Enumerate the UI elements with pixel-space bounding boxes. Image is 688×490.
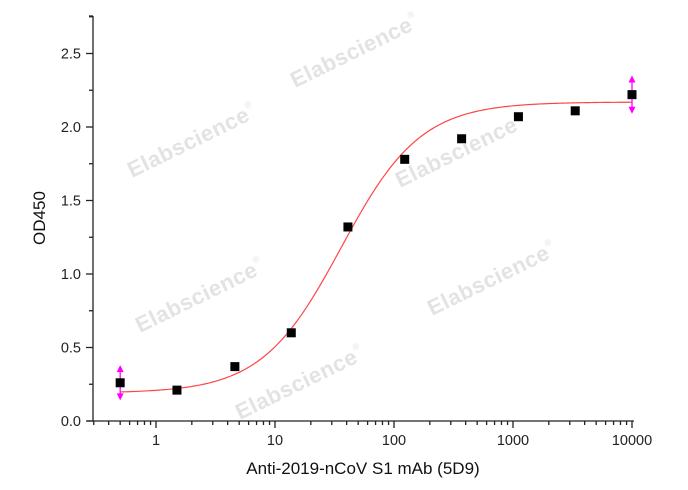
watermark-text: Elabscience bbox=[131, 257, 261, 338]
error-bar-up-arrow-icon bbox=[116, 365, 124, 373]
y-tick-label: 2.0 bbox=[61, 120, 81, 136]
data-point-square bbox=[230, 362, 240, 372]
x-tick-label: 1 bbox=[152, 433, 160, 449]
data-point-square bbox=[570, 106, 580, 116]
data-point-square bbox=[513, 112, 523, 122]
x-tick-label: 10 bbox=[267, 433, 283, 449]
x-tick-label: 100 bbox=[382, 433, 406, 449]
watermark: Elabscience® bbox=[123, 99, 254, 183]
watermark: Elabscience® bbox=[131, 254, 262, 338]
watermark: Elabscience® bbox=[423, 237, 554, 321]
fit-curve bbox=[120, 101, 633, 393]
y-tick-label: 1.0 bbox=[61, 267, 81, 283]
y-tick-label: 0.0 bbox=[61, 414, 81, 430]
data-point-square bbox=[286, 328, 296, 338]
data-points bbox=[115, 90, 637, 395]
x-tick-label: 1000 bbox=[497, 433, 529, 449]
registered-mark: ® bbox=[243, 99, 254, 111]
y-tick-label: 1.5 bbox=[61, 194, 81, 210]
registered-mark: ® bbox=[406, 9, 417, 21]
x-tick-label: 10000 bbox=[612, 433, 652, 449]
y-axis-title: OD450 bbox=[30, 191, 49, 245]
watermark-text: Elabscience bbox=[231, 344, 361, 425]
x-axis-title: Anti-2019-nCoV S1 mAb (5D9) bbox=[246, 459, 479, 478]
error-bar-up-arrow-icon bbox=[628, 75, 636, 83]
y-tick-label: 2.5 bbox=[61, 47, 81, 63]
watermark-layer: Elabscience®Elabscience®Elabscience®Elab… bbox=[123, 9, 554, 425]
registered-mark: ® bbox=[543, 237, 554, 249]
watermark-text: Elabscience bbox=[391, 112, 521, 193]
watermark: Elabscience® bbox=[286, 9, 417, 93]
watermark-text: Elabscience bbox=[423, 240, 553, 321]
watermark-text: Elabscience bbox=[286, 12, 416, 93]
registered-mark: ® bbox=[251, 254, 262, 266]
x-axis-ticks: 1 10 100 1000 10000 bbox=[93, 421, 652, 449]
registered-mark: ® bbox=[351, 341, 362, 353]
y-axis-ticks: 0.0 0.5 1.0 1.5 2.0 2.5 bbox=[61, 16, 93, 430]
logistic-fit-line bbox=[120, 101, 633, 393]
axes bbox=[87, 15, 634, 422]
watermark-text: Elabscience bbox=[123, 102, 253, 183]
data-point-square bbox=[457, 134, 467, 144]
data-point-square bbox=[627, 90, 637, 100]
watermark: Elabscience® bbox=[391, 109, 521, 193]
y-tick-label: 0.5 bbox=[61, 341, 81, 357]
data-point-square bbox=[343, 222, 353, 232]
data-point-square bbox=[172, 385, 182, 395]
watermark: Elabscience® bbox=[231, 341, 362, 425]
data-point-square bbox=[400, 154, 410, 164]
error-bar-down-arrow-icon bbox=[116, 393, 124, 401]
data-point-square bbox=[115, 378, 125, 388]
error-bar-down-arrow-icon bbox=[628, 106, 636, 114]
